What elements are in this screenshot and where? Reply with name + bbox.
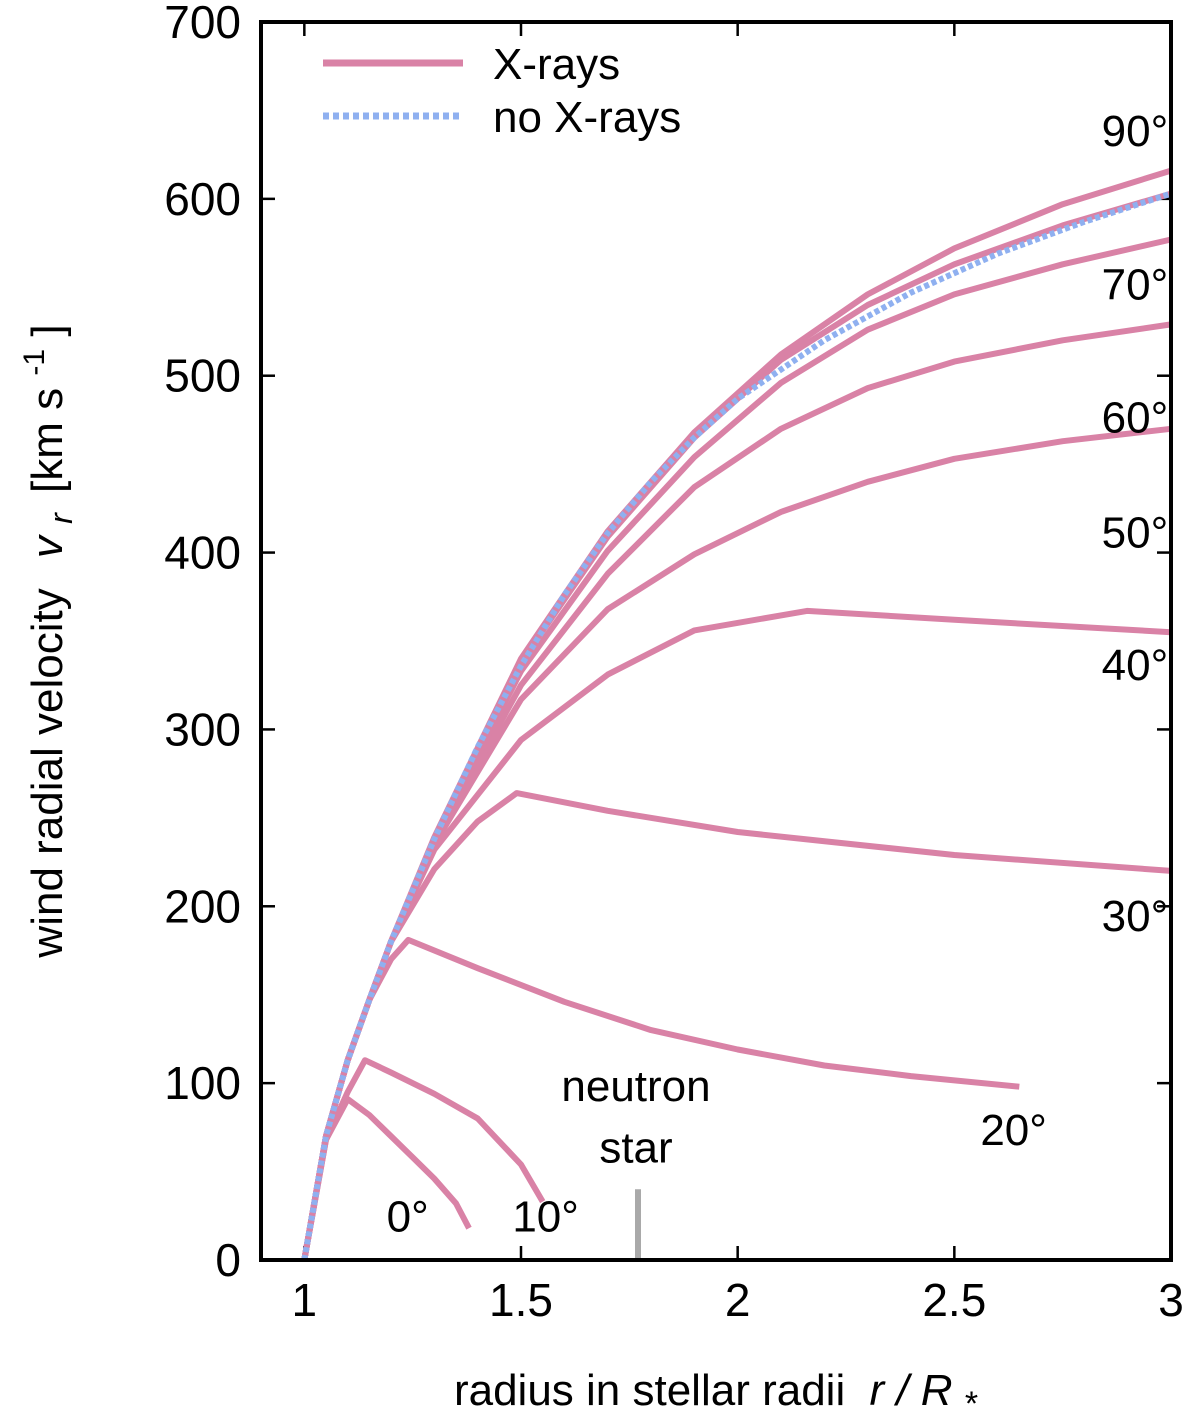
neutron-star-annotation: neutron star [561,1062,710,1173]
neutron-star-label-line1: neutron [561,1062,710,1111]
x-axis-title-sub: * [965,1385,978,1419]
x-axis-title-text: radius in stellar radii [454,1366,845,1415]
y-tick-label-200: 200 [164,880,241,932]
x-axis-title: radius in stellar radii r / R * [454,1366,978,1419]
legend-label-xrays: X-rays [493,40,620,89]
tick-labels: 1 1.5 2 2.5 3 0 100 200 300 400 500 600 700 [164,0,1184,1326]
angle-label-20deg: 20° [980,1106,1047,1155]
angle-label-10deg: 10° [512,1193,579,1242]
angle-label-40deg: 40° [1102,641,1169,690]
neutron-star-label-line2: star [599,1124,672,1173]
x-tick-label-3: 3 [1158,1274,1184,1326]
angle-labels: 90° 70° 60° 50° 40° 30° 20° 10° 0° [387,107,1169,1242]
angle-label-60deg: 60° [1102,393,1169,442]
y-axis-title-unit-exp: -1 [18,349,51,376]
legend-label-no-xrays: no X-rays [493,93,681,142]
angle-label-30deg: 30° [1102,892,1169,941]
angle-label-0deg: 0° [387,1193,429,1242]
y-axis-title-var: v [23,533,72,558]
angle-label-50deg: 50° [1102,508,1169,557]
angle-label-90deg: 90° [1102,107,1169,156]
x-tick-label-1: 1 [292,1274,318,1326]
y-tick-label-100: 100 [164,1057,241,1109]
x-tick-label-2: 2 [725,1274,751,1326]
angle-label-70deg: 70° [1102,261,1169,310]
y-tick-label-600: 600 [164,173,241,225]
series-line-10 [301,1057,546,1261]
x-tick-label-1-5: 1.5 [489,1274,553,1326]
y-axis-title-text: wind radial velocity [23,588,72,958]
y-tick-label-700: 700 [164,0,241,48]
series-layer [301,167,1172,1261]
plot-frame [259,20,1173,1262]
y-axis-title: wind radial velocity v r [km s -1 ] [5,324,82,958]
y-tick-label-300: 300 [164,703,241,755]
y-tick-label-400: 400 [164,527,241,579]
x-axis-title-var: r / R [869,1366,952,1415]
series-line-90 [301,167,1172,1261]
series-line-no-x-rays [301,190,1172,1261]
y-axis-title-unit: [km s [23,388,72,493]
y-tick-label-0: 0 [215,1234,241,1286]
y-axis-title-sub: r [43,512,79,524]
y-tick-label-500: 500 [164,350,241,402]
legend: X-rays no X-rays [323,40,681,142]
y-axis-title-unit-close: ] [23,324,72,336]
x-tick-label-2-5: 2.5 [922,1274,986,1326]
